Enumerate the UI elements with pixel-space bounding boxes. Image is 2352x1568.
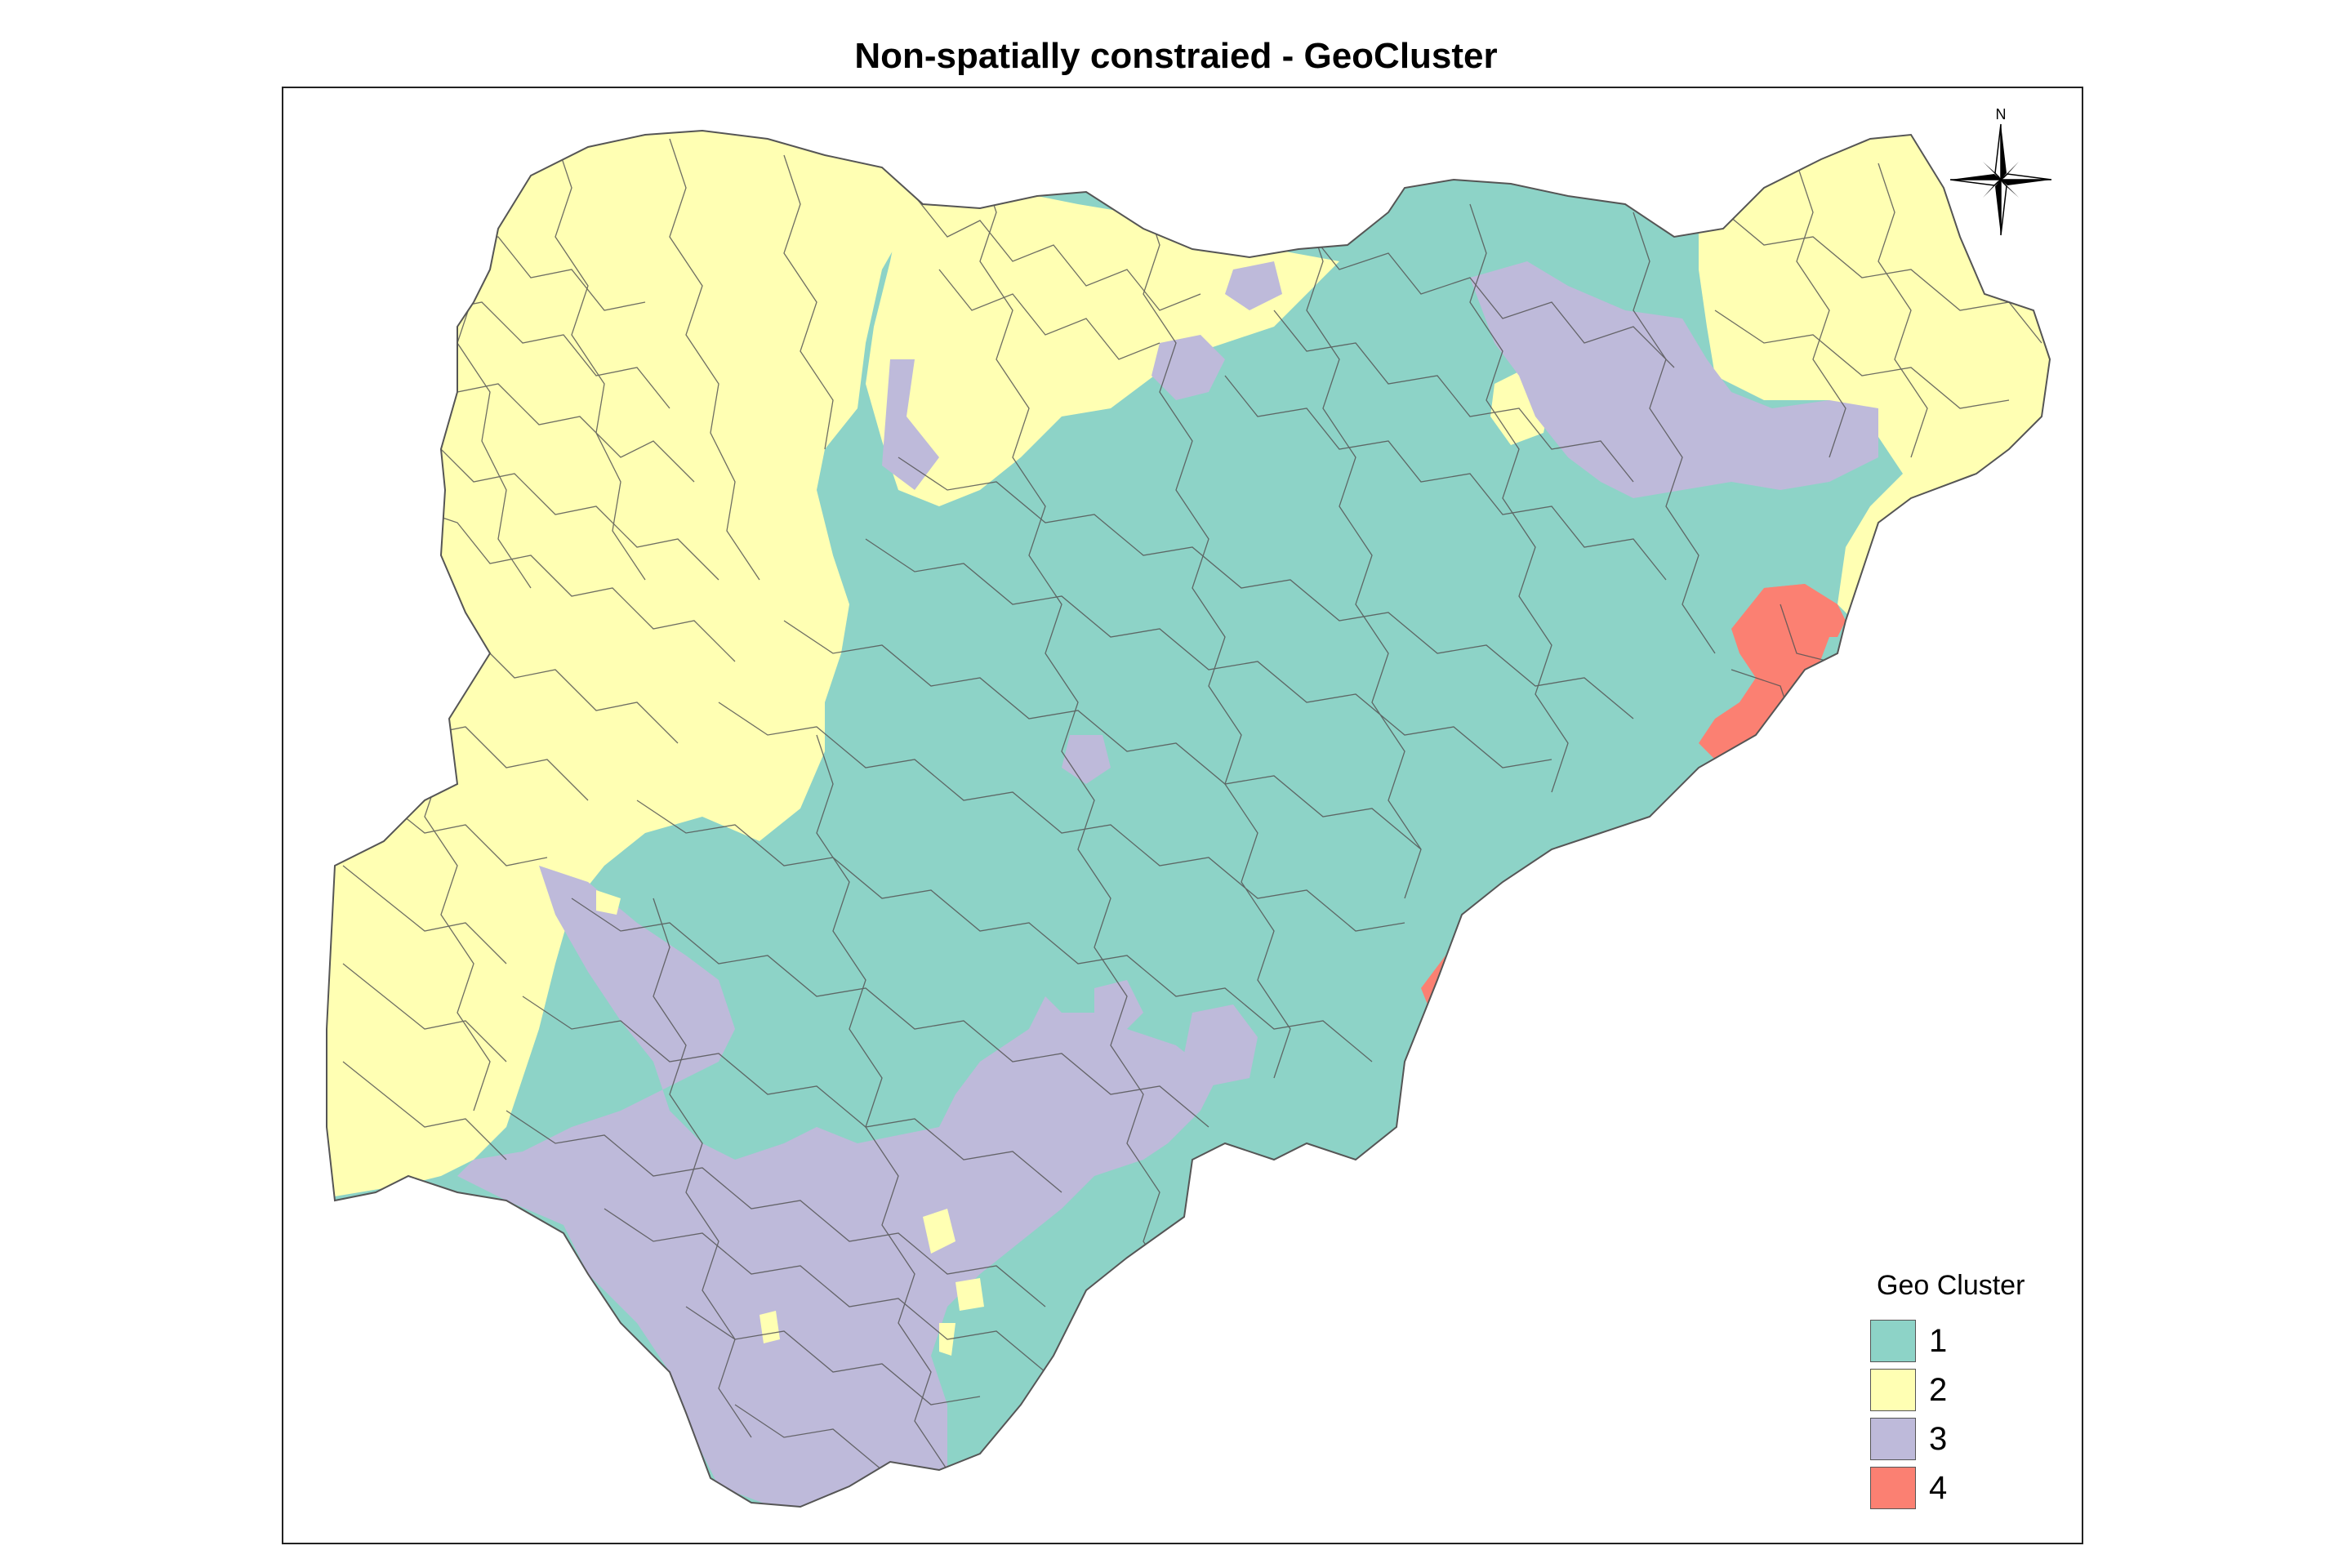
- legend: Geo Cluster 1 2 3 4: [1870, 1270, 2066, 1512]
- legend-swatch-3: [1870, 1418, 1916, 1460]
- legend-label-2: 2: [1929, 1371, 1948, 1408]
- map-frame: [282, 87, 2083, 1544]
- legend-label-3: 3: [1929, 1420, 1948, 1457]
- map-title: Non-spatially constraied - GeoCluster: [854, 36, 1498, 76]
- compass-north-label: N: [1996, 106, 2007, 122]
- legend-label-4: 4: [1929, 1469, 1948, 1506]
- legend-item-4: 4: [1870, 1463, 2066, 1512]
- legend-label-1: 1: [1929, 1322, 1948, 1359]
- legend-title: Geo Cluster: [1877, 1270, 2025, 1301]
- legend-swatch-2: [1870, 1369, 1916, 1411]
- legend-item-2: 2: [1870, 1365, 2066, 1414]
- north-arrow-icon: N: [1944, 106, 2058, 241]
- legend-item-3: 3: [1870, 1414, 2066, 1463]
- legend-item-1: 1: [1870, 1316, 2066, 1365]
- legend-swatch-1: [1870, 1320, 1916, 1362]
- legend-swatch-4: [1870, 1467, 1916, 1509]
